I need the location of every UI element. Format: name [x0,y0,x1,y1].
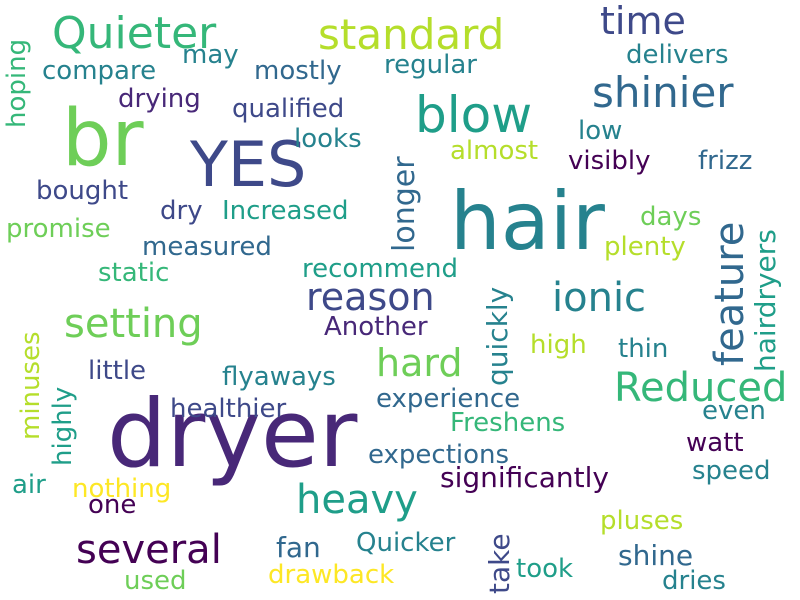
word-looks: looks [294,124,362,154]
word-measured: measured [142,232,272,262]
word-ionic: ionic [552,275,647,321]
word-even: even [702,396,766,426]
word-quickly: quickly [481,286,514,386]
word-high: high [530,330,587,360]
word-dries: dries [662,566,726,596]
word-healthier: healthier [170,394,287,424]
word-experience: experience [376,384,521,414]
word-quieter: Quieter [52,8,217,59]
word-visibly: visibly [568,146,651,176]
word-air: air [12,470,46,500]
word-may: may [182,40,239,70]
word-blow: blow [415,86,533,144]
word-nothing: nothing [72,474,172,504]
word-time: time [600,0,686,43]
word-increased: Increased [222,196,349,226]
word-significantly: significantly [440,461,609,494]
word-another: Another [324,312,428,342]
word-shine: shine [618,539,694,572]
word-br: br [62,94,144,184]
word-setting: setting [64,301,203,347]
word-low: low [578,116,623,146]
word-dryer: dryer [107,380,358,489]
word-one: one [88,490,137,520]
word-regular: regular [384,50,477,80]
word-flyaways: flyaways [222,362,336,392]
word-hair: hair [450,175,605,268]
word-thin: thin [618,334,669,364]
word-dry: dry [160,196,203,226]
word-compare: compare [42,56,157,86]
word-delivers: delivers [626,40,729,70]
word-quicker: Quicker [356,528,456,558]
word-highly: highly [48,386,78,466]
word-expections: expections [368,440,510,470]
word-yes: YES [190,128,307,201]
word-minuses: minuses [16,331,46,440]
word-heavy: heavy [296,477,418,523]
word-plenty: plenty [604,232,686,262]
word-standard: standard [318,10,505,59]
word-fan: fan [276,531,321,564]
word-freshens: Freshens [450,408,566,438]
word-speed: speed [692,456,771,486]
word-hoping: hoping [2,38,32,128]
word-static: static [98,258,170,288]
word-promise: promise [6,214,111,244]
word-take: take [483,533,516,594]
word-reduced: Reduced [614,365,788,411]
word-shinier: shinier [592,68,734,117]
word-reason: reason [306,275,435,319]
word-little: little [88,356,147,386]
word-frizz: frizz [698,146,753,176]
word-several: several [76,527,222,573]
word-recommend: recommend [302,254,458,284]
word-drying: drying [118,84,201,114]
word-used: used [124,566,187,596]
word-drawback: drawback [268,560,395,590]
word-mostly: mostly [254,56,342,86]
word-feature: feature [707,221,753,366]
word-hairdryers: hairdryers [749,229,782,372]
word-days: days [640,202,702,232]
word-watt: watt [686,428,744,458]
word-longer: longer [387,156,422,252]
word-hard: hard [376,341,463,385]
word-pluses: pluses [600,506,684,536]
word-took: took [516,554,574,584]
word-qualified: qualified [232,94,345,124]
word-bought: bought [36,176,129,206]
word-almost: almost [450,136,539,166]
